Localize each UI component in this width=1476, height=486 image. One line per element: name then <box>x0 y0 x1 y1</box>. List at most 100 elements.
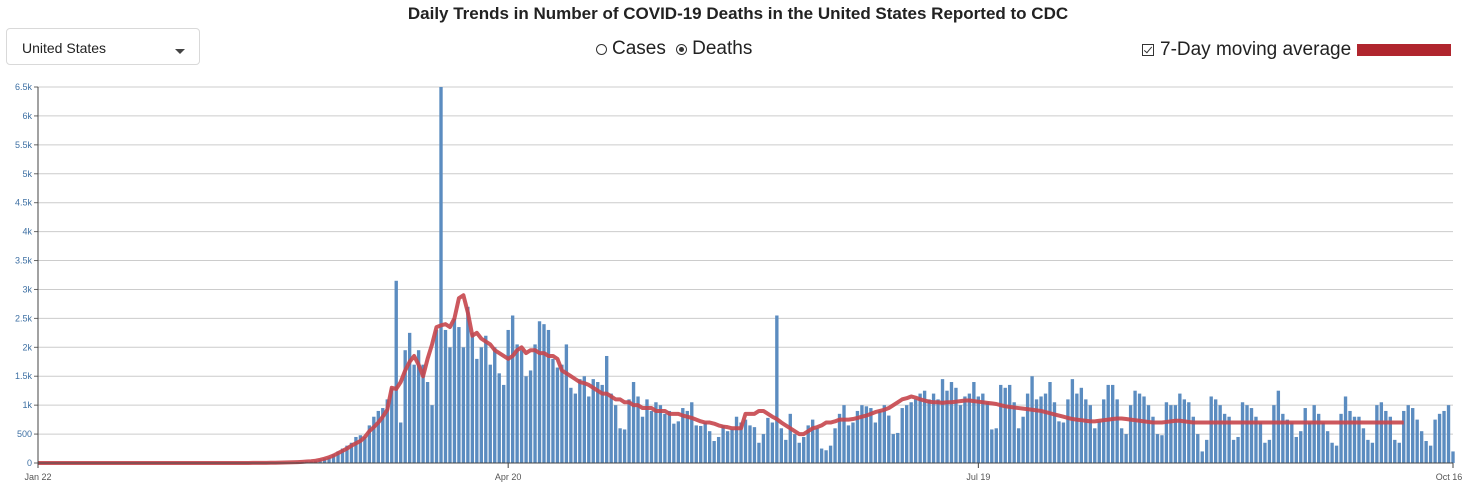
bar <box>900 408 904 463</box>
bar <box>560 364 564 463</box>
bar <box>690 402 694 463</box>
bar <box>869 408 873 463</box>
bar <box>1424 441 1428 463</box>
bar <box>587 396 591 463</box>
bar <box>1245 405 1249 463</box>
bar <box>345 445 349 463</box>
bar <box>1330 442 1334 463</box>
checkbox-checked-icon <box>1142 44 1154 56</box>
bar <box>627 399 631 463</box>
bar <box>793 434 797 463</box>
bar <box>936 399 940 463</box>
bar <box>788 413 792 463</box>
bar <box>1366 439 1370 463</box>
bar <box>372 416 376 463</box>
bar <box>1043 393 1048 463</box>
bar <box>519 350 524 463</box>
bar <box>1227 416 1231 463</box>
bar <box>1093 428 1097 463</box>
bar <box>412 364 416 463</box>
bar <box>336 451 340 463</box>
bar <box>591 379 595 463</box>
bar <box>470 332 475 463</box>
bar <box>1034 399 1039 463</box>
bar <box>658 405 663 463</box>
bar <box>716 436 721 463</box>
bar <box>1070 379 1075 463</box>
y-tick-label: 0 <box>27 458 32 468</box>
location-select[interactable]: United States <box>6 28 200 65</box>
bar <box>439 87 443 463</box>
radio-cases[interactable]: Cases <box>596 38 666 60</box>
bar <box>909 402 913 463</box>
bar <box>1303 408 1307 463</box>
bar <box>676 421 681 463</box>
bar <box>931 393 936 463</box>
bar <box>967 393 972 463</box>
bar <box>622 429 627 463</box>
bar <box>578 379 582 463</box>
bar <box>1388 416 1392 463</box>
bar <box>479 347 483 463</box>
radio-deaths[interactable]: Deaths <box>676 38 752 60</box>
bar <box>430 405 434 463</box>
bar <box>1057 421 1061 463</box>
bar <box>752 427 757 463</box>
bar <box>1052 402 1057 463</box>
bar <box>761 434 766 463</box>
bar <box>864 406 869 463</box>
bar <box>1334 445 1339 463</box>
moving-average-toggle[interactable]: 7-Day moving average <box>1142 38 1452 62</box>
bar <box>443 329 448 463</box>
bar <box>1061 422 1066 463</box>
bar <box>743 419 748 463</box>
x-tick-label: Apr 20 <box>495 472 522 482</box>
bar <box>1375 405 1379 463</box>
bar <box>685 410 689 463</box>
bar <box>1164 402 1169 463</box>
bar <box>1021 416 1025 463</box>
bar <box>1111 384 1115 463</box>
bar <box>949 382 954 463</box>
bar <box>618 428 622 463</box>
bar <box>851 422 855 463</box>
x-tick-label: Jan 22 <box>24 472 51 482</box>
radio-selected-icon <box>676 43 688 55</box>
bar <box>712 441 716 463</box>
bar <box>918 393 922 463</box>
bar <box>725 431 730 463</box>
bar <box>730 429 734 463</box>
bar <box>1357 416 1361 463</box>
bar <box>327 457 331 463</box>
bar <box>1249 408 1254 463</box>
bar <box>1361 428 1366 463</box>
bar <box>425 382 430 463</box>
bar <box>484 335 488 463</box>
bar <box>421 364 425 463</box>
bar <box>846 425 851 463</box>
bar <box>1106 384 1110 463</box>
bar <box>1254 416 1258 463</box>
bar <box>1281 413 1285 463</box>
bar <box>1160 435 1164 463</box>
bar <box>757 442 761 463</box>
bar <box>694 425 698 463</box>
bar <box>1384 410 1388 463</box>
bar <box>1312 405 1316 463</box>
bar <box>784 439 788 463</box>
x-tick-label: Oct 16 <box>1436 472 1463 482</box>
bar <box>510 315 515 463</box>
y-tick-label: 1k <box>22 400 32 410</box>
bar <box>672 423 676 463</box>
y-tick-label: 6.5k <box>15 82 33 92</box>
bar <box>1200 451 1204 463</box>
bar <box>340 448 345 463</box>
bar <box>1339 413 1343 463</box>
bar <box>1119 428 1124 463</box>
bar <box>1003 387 1007 463</box>
bar <box>1088 405 1092 463</box>
bar <box>381 408 385 463</box>
bar <box>358 435 363 463</box>
bar <box>1285 419 1289 463</box>
bar <box>613 405 618 463</box>
